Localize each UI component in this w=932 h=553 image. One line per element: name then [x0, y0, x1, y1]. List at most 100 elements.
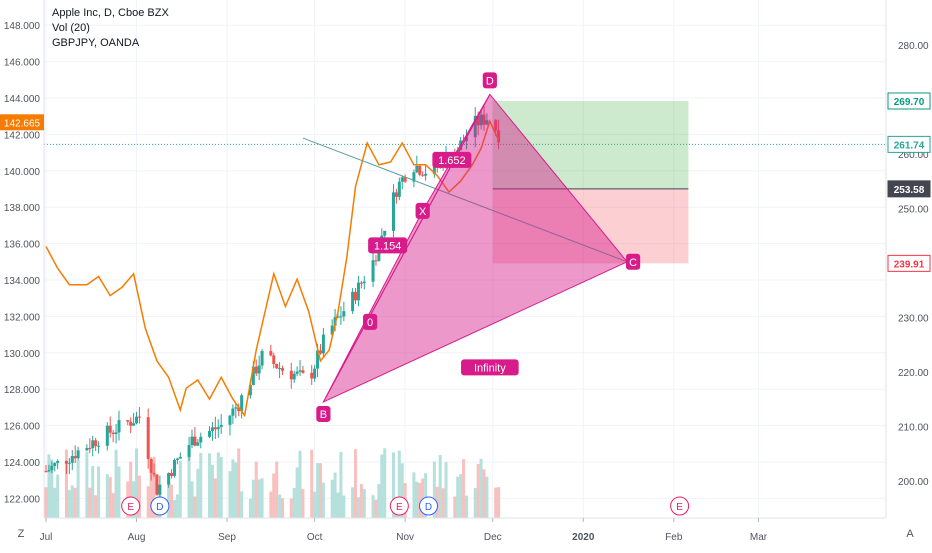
candle-body[interactable]	[391, 192, 395, 231]
candle-body[interactable]	[254, 366, 258, 374]
candle-body[interactable]	[295, 371, 299, 374]
candle-body[interactable]	[167, 473, 171, 485]
candle-body[interactable]	[383, 230, 387, 236]
candle-body[interactable]	[257, 365, 261, 374]
candle-body[interactable]	[213, 427, 217, 430]
candle-body[interactable]	[135, 416, 139, 424]
candle-body[interactable]	[170, 473, 174, 476]
candle-body[interactable]	[193, 436, 197, 446]
candle-body[interactable]	[219, 424, 223, 428]
pattern-point-label[interactable]: X	[419, 206, 427, 218]
event-marker-earnings[interactable]	[121, 496, 141, 516]
candle-body[interactable]	[289, 370, 293, 380]
candle-body[interactable]	[321, 334, 325, 354]
pattern-point-label[interactable]: B	[320, 409, 327, 421]
candle-body[interactable]	[208, 430, 212, 437]
time-axis-panel[interactable]	[0, 518, 932, 550]
zoom-button[interactable]: Z	[17, 528, 25, 540]
candle-body[interactable]	[187, 445, 191, 457]
candle-body[interactable]	[152, 472, 156, 475]
candle-body[interactable]	[281, 368, 285, 371]
candle-body[interactable]	[91, 440, 95, 449]
candle-body[interactable]	[310, 372, 314, 379]
candle-body[interactable]	[342, 311, 346, 317]
candle-body[interactable]	[114, 432, 118, 435]
candle-body[interactable]	[149, 459, 153, 473]
candle-body[interactable]	[240, 395, 244, 412]
candle-body[interactable]	[175, 458, 179, 460]
trend-line[interactable]	[302, 137, 628, 263]
candle-body[interactable]	[129, 421, 133, 426]
candle-body[interactable]	[473, 115, 477, 138]
candle-body[interactable]	[126, 420, 130, 422]
candle-body[interactable]	[313, 368, 317, 379]
candle-body[interactable]	[397, 181, 401, 197]
long-position-tool[interactable]	[492, 101, 689, 264]
event-marker-dividend[interactable]	[150, 496, 170, 516]
candle-body[interactable]	[47, 470, 51, 472]
candle-body[interactable]	[158, 484, 162, 495]
candle-body[interactable]	[464, 137, 468, 142]
candle-body[interactable]	[50, 465, 54, 471]
candle-body[interactable]	[85, 448, 89, 451]
legend-volume[interactable]: Vol (20)	[52, 22, 90, 34]
candle-body[interactable]	[210, 427, 214, 431]
candle-body[interactable]	[44, 471, 48, 473]
candle-body[interactable]	[216, 427, 220, 430]
candle-body[interactable]	[359, 282, 363, 284]
candle-body[interactable]	[394, 192, 398, 197]
pattern-ratio-label[interactable]: Infinity	[474, 362, 506, 374]
candle-body[interactable]	[351, 291, 355, 312]
candle-body[interactable]	[275, 363, 279, 369]
candle-body[interactable]	[424, 173, 428, 176]
candle-body[interactable]	[412, 172, 416, 182]
candle-body[interactable]	[272, 355, 276, 364]
candle-body[interactable]	[339, 316, 343, 318]
candle-body[interactable]	[482, 114, 486, 125]
candle-body[interactable]	[67, 462, 71, 464]
candle-body[interactable]	[318, 350, 322, 354]
candle-body[interactable]	[172, 459, 176, 476]
candle-body[interactable]	[415, 165, 419, 173]
candlestick-series[interactable]	[44, 105, 501, 504]
candle-body[interactable]	[251, 366, 255, 386]
right-axis-panel[interactable]	[886, 0, 932, 550]
pattern-point-label[interactable]: C	[629, 257, 637, 269]
candle-body[interactable]	[371, 260, 375, 282]
candle-body[interactable]	[316, 350, 320, 369]
compare-line-path[interactable]	[45, 119, 500, 418]
candle-body[interactable]	[497, 130, 501, 143]
candle-body[interactable]	[292, 373, 296, 380]
candle-body[interactable]	[231, 408, 235, 416]
candle-body[interactable]	[132, 423, 136, 426]
candle-body[interactable]	[111, 432, 115, 435]
candle-body[interactable]	[56, 461, 60, 464]
candle-body[interactable]	[73, 456, 77, 459]
position-stop-zone[interactable]	[492, 188, 689, 264]
auto-scale-button[interactable]: A	[906, 528, 914, 540]
harmonic-pattern-drawing[interactable]: X B C D 1.154 0 1.652 Infinity	[302, 72, 641, 422]
candle-body[interactable]	[190, 436, 194, 446]
legend-symbol[interactable]: Apple Inc, D, Cboe BZX	[52, 7, 169, 19]
candle-body[interactable]	[97, 445, 101, 447]
candle-body[interactable]	[421, 174, 425, 176]
candle-body[interactable]	[199, 436, 203, 443]
legend-compare[interactable]: GBPJPY, OANDA	[52, 37, 140, 49]
candle-body[interactable]	[494, 120, 498, 131]
candle-body[interactable]	[260, 351, 264, 366]
candle-body[interactable]	[354, 291, 358, 301]
candle-body[interactable]	[88, 448, 92, 450]
candle-body[interactable]	[476, 115, 480, 126]
candle-body[interactable]	[237, 407, 241, 412]
candle-body[interactable]	[278, 368, 282, 370]
candle-body[interactable]	[330, 325, 334, 335]
event-marker-earnings[interactable]	[389, 496, 409, 516]
pattern-ratio-label[interactable]: 1.154	[374, 240, 402, 252]
candle-body[interactable]	[462, 140, 466, 142]
candle-body[interactable]	[298, 370, 302, 372]
candle-body[interactable]	[301, 370, 305, 373]
candle-body[interactable]	[362, 281, 366, 284]
